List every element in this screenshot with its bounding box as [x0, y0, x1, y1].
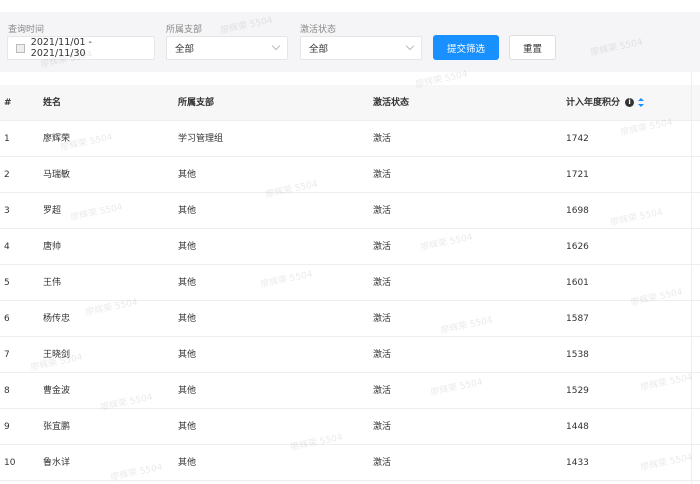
branch-value: 全部: [175, 44, 195, 55]
chevron-down-icon: [405, 41, 415, 51]
row-name: 马瑞敏: [43, 170, 71, 180]
row-branch: 其他: [178, 242, 197, 252]
row-index: 9: [4, 422, 10, 432]
table-row: 2 马瑞敏 其他 激活 1721: [0, 157, 700, 193]
filter-bar: 查询时间 2021/11/01 - 2021/11/30 所属支部 全部 激活状…: [0, 12, 700, 72]
table-row: 1 廖辉荣 学习管理组 激活 1742: [0, 121, 700, 157]
row-points: 1433: [566, 458, 589, 468]
row-name: 鲁水详: [43, 458, 71, 468]
row-index: 1: [4, 134, 10, 144]
table-row: 8 曹金波 其他 激活 1529: [0, 373, 700, 409]
divider: [691, 72, 692, 484]
row-index: 10: [4, 458, 16, 468]
table-row: 3 罗超 其他 激活 1698: [0, 193, 700, 229]
table-row: 7 王晓剑 其他 激活 1538: [0, 337, 700, 373]
col-status: 激活状态: [373, 98, 410, 108]
row-points: 1742: [566, 134, 589, 144]
row-status: 激活: [373, 386, 392, 396]
row-branch: 其他: [178, 314, 197, 324]
row-status: 激活: [373, 314, 392, 324]
row-index: 6: [4, 314, 10, 324]
row-name: 罗超: [43, 206, 62, 216]
row-name: 廖辉荣: [43, 134, 71, 144]
row-name: 唐帅: [43, 242, 62, 252]
row-status: 激活: [373, 350, 392, 360]
row-status: 激活: [373, 134, 392, 144]
row-index: 2: [4, 170, 10, 180]
col-index: #: [4, 98, 12, 108]
row-status: 激活: [373, 422, 392, 432]
reset-button[interactable]: 重置: [509, 35, 556, 60]
row-status: 激活: [373, 170, 392, 180]
col-name: 姓名: [43, 98, 62, 108]
row-branch: 其他: [178, 170, 197, 180]
status-value: 全部: [309, 44, 329, 55]
col-points[interactable]: 计入年度积分 i: [566, 85, 645, 121]
row-index: 5: [4, 278, 10, 288]
calendar-icon: [16, 43, 25, 53]
row-branch: 学习管理组: [178, 134, 224, 144]
row-branch: 其他: [178, 206, 197, 216]
row-points: 1587: [566, 314, 589, 324]
status-select[interactable]: 全部: [300, 36, 422, 60]
row-points: 1626: [566, 242, 589, 252]
row-status: 激活: [373, 278, 392, 288]
row-status: 激活: [373, 242, 392, 252]
table-row: 10 鲁水详 其他 激活 1433: [0, 445, 700, 481]
row-name: 王晓剑: [43, 350, 71, 360]
row-points: 1721: [566, 170, 589, 180]
branch-select[interactable]: 全部: [166, 36, 288, 60]
row-points: 1529: [566, 386, 589, 396]
row-branch: 其他: [178, 350, 197, 360]
row-status: 激活: [373, 458, 392, 468]
row-points: 1538: [566, 350, 589, 360]
table-row: 9 张宜鹏 其他 激活 1448: [0, 409, 700, 445]
date-label: 查询时间: [8, 25, 45, 35]
row-name: 张宜鹏: [43, 422, 71, 432]
date-range-value: 2021/11/01 - 2021/11/30: [30, 37, 92, 59]
row-points: 1601: [566, 278, 589, 288]
table-row: 5 王伟 其他 激活 1601: [0, 265, 700, 301]
row-points: 1448: [566, 422, 589, 432]
row-branch: 其他: [178, 422, 197, 432]
row-branch: 其他: [178, 278, 197, 288]
row-status: 激活: [373, 206, 392, 216]
date-range-picker[interactable]: 2021/11/01 - 2021/11/30: [7, 36, 155, 60]
row-index: 3: [4, 206, 10, 216]
row-index: 4: [4, 242, 10, 252]
chevron-down-icon: [271, 41, 281, 51]
info-icon[interactable]: i: [625, 98, 635, 107]
status-label: 激活状态: [300, 25, 337, 35]
row-index: 8: [4, 386, 10, 396]
sort-icon[interactable]: [638, 98, 645, 107]
submit-filter-button[interactable]: 提交筛选: [433, 35, 499, 60]
row-name: 王伟: [43, 278, 62, 288]
table-row: 6 杨传忠 其他 激活 1587: [0, 301, 700, 337]
branch-label: 所属支部: [166, 25, 203, 35]
col-branch: 所属支部: [178, 98, 215, 108]
row-name: 杨传忠: [43, 314, 71, 324]
table-row: 4 唐帅 其他 激活 1626: [0, 229, 700, 265]
notice-text-cutoff: [0, 0, 200, 6]
row-name: 曹金波: [43, 386, 71, 396]
row-branch: 其他: [178, 458, 197, 468]
table-header: # 姓名 所属支部 激活状态 计入年度积分 i: [0, 85, 700, 121]
col-points-label: 计入年度积分: [566, 98, 621, 108]
row-branch: 其他: [178, 386, 197, 396]
row-index: 7: [4, 350, 10, 360]
row-points: 1698: [566, 206, 589, 216]
